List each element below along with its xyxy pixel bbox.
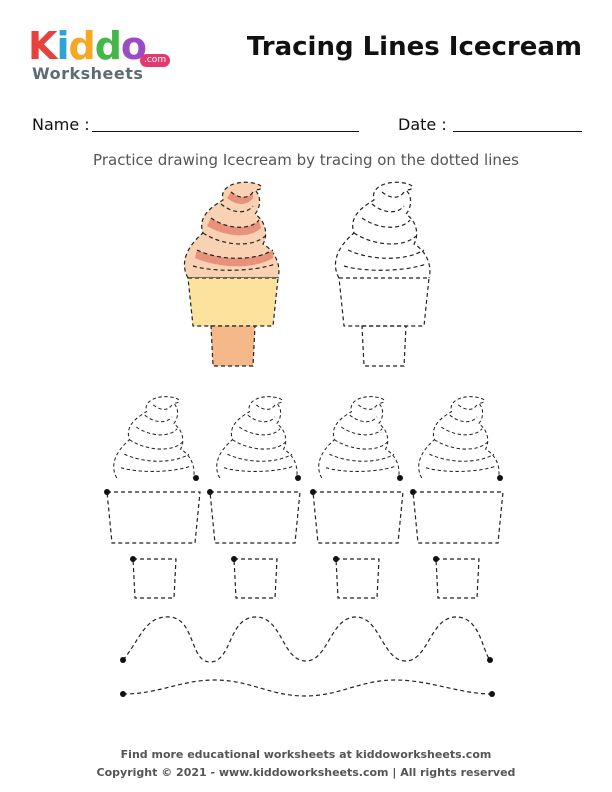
start-dot xyxy=(231,556,237,562)
tracing-icecream-row xyxy=(106,396,504,697)
logo-subtitle: Worksheets xyxy=(32,64,144,83)
outline-icecream xyxy=(334,181,431,367)
logo-letter: i xyxy=(56,24,69,68)
tracing-icecream-4 xyxy=(418,396,500,479)
start-dot xyxy=(397,475,403,481)
tracing-icecream-1 xyxy=(113,396,195,479)
start-dot xyxy=(130,556,136,562)
logo-letter: d xyxy=(94,24,122,68)
tracing-wave-high xyxy=(122,616,491,663)
footer-copyright: Copyright © 2021 - www.kiddoworksheets.c… xyxy=(96,766,516,779)
kiddo-logo: Kiddo .com Worksheets xyxy=(28,24,178,84)
start-dot xyxy=(433,556,439,562)
logo-com-badge: .com xyxy=(140,54,171,67)
footer-promo: Find more educational worksheets at kidd… xyxy=(120,748,492,761)
tracing-wave-low xyxy=(122,679,493,697)
tracing-cup-4 xyxy=(412,491,504,544)
tracing-cone-4 xyxy=(435,558,480,599)
tracing-cup-1 xyxy=(106,491,201,544)
tracing-dots xyxy=(104,475,503,697)
start-dot xyxy=(310,489,316,495)
end-dot xyxy=(487,657,493,663)
instruction-text: Practice drawing Icecream by tracing on … xyxy=(93,151,519,169)
tracing-icecream-2 xyxy=(216,396,298,479)
tracing-cone-2 xyxy=(233,558,278,599)
tracing-cup-2 xyxy=(209,491,301,544)
start-dot xyxy=(207,489,213,495)
start-dot xyxy=(120,691,126,697)
page-title: Tracing Lines Icecream xyxy=(246,32,582,62)
start-dot xyxy=(295,475,301,481)
name-label: Name : xyxy=(32,115,90,134)
tracing-cup-3 xyxy=(312,491,404,544)
date-label: Date : xyxy=(398,115,447,134)
date-field[interactable] xyxy=(453,131,582,132)
start-dot xyxy=(497,475,503,481)
start-dot xyxy=(120,657,126,663)
start-dot xyxy=(193,475,199,481)
tracing-icecream-3 xyxy=(318,396,400,479)
end-dot xyxy=(489,691,495,697)
tracing-cone-1 xyxy=(132,558,177,599)
name-field[interactable] xyxy=(92,131,359,132)
sample-icecream xyxy=(183,181,280,367)
logo-letter: d xyxy=(68,24,95,68)
logo-letter: K xyxy=(28,24,57,68)
start-dot xyxy=(104,489,110,495)
tracing-cone-3 xyxy=(335,558,380,599)
start-dot xyxy=(333,556,339,562)
start-dot xyxy=(410,489,416,495)
